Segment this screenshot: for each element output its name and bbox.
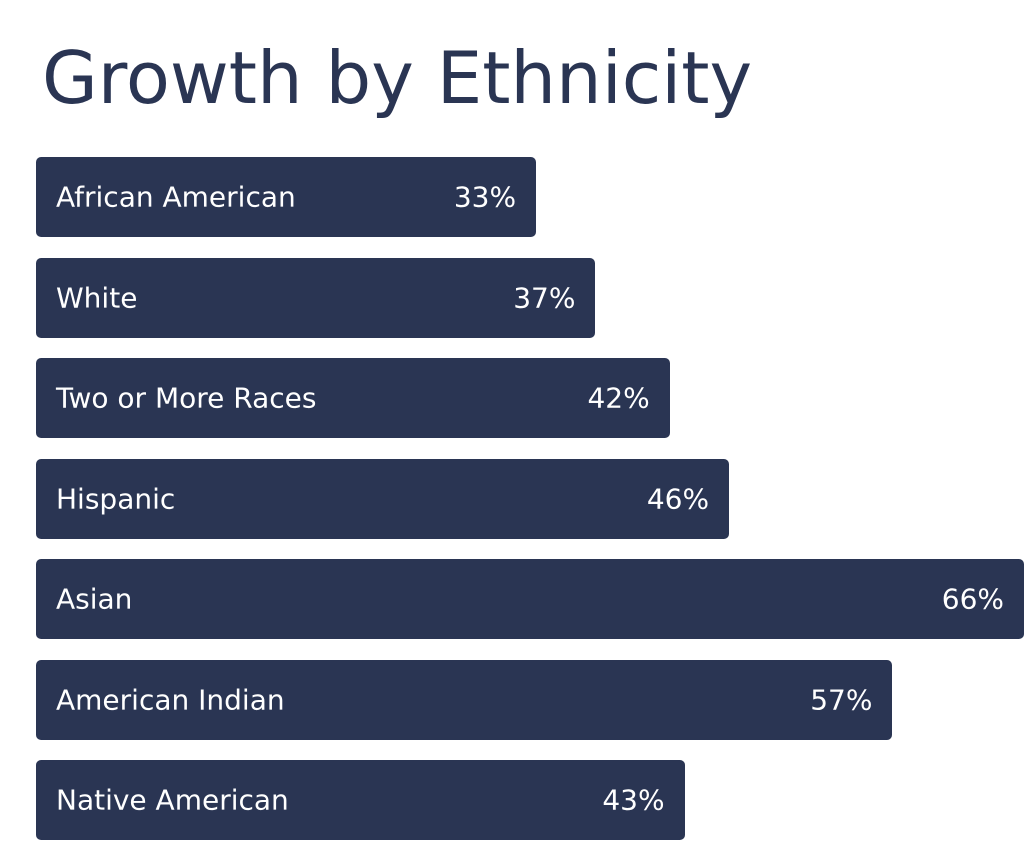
bar-category-label: Hispanic	[56, 482, 176, 515]
bar-value-label: 33%	[453, 180, 517, 214]
bar-value-label: 46%	[646, 482, 710, 515]
bar-value-label: 57%	[810, 683, 873, 716]
bar-category-label: Two or More Races	[56, 381, 317, 415]
bar-category-label: American Indian	[56, 683, 285, 716]
chart-title: Growth by Ethnicity	[42, 36, 753, 120]
bar-category-label: Asian	[56, 582, 133, 616]
bar-value-label: 42%	[587, 381, 650, 415]
bar: African American 33%	[36, 157, 537, 237]
bar-value-label: 37%	[513, 281, 576, 314]
bar: Two or More Races 42%	[36, 358, 670, 438]
bar: Hispanic 46%	[36, 458, 730, 539]
bar: Native American 43%	[36, 760, 685, 840]
bar-category-label: Native American	[56, 783, 289, 817]
bar-value-label: 43%	[602, 783, 665, 817]
bar: American Indian 57%	[36, 659, 893, 740]
bar-value-label: 66%	[941, 582, 1004, 616]
bar-category-label: African American	[56, 180, 296, 214]
bar: White 37%	[36, 257, 596, 338]
bar: Asian 66%	[36, 559, 1024, 639]
bar-category-label: White	[56, 281, 138, 314]
